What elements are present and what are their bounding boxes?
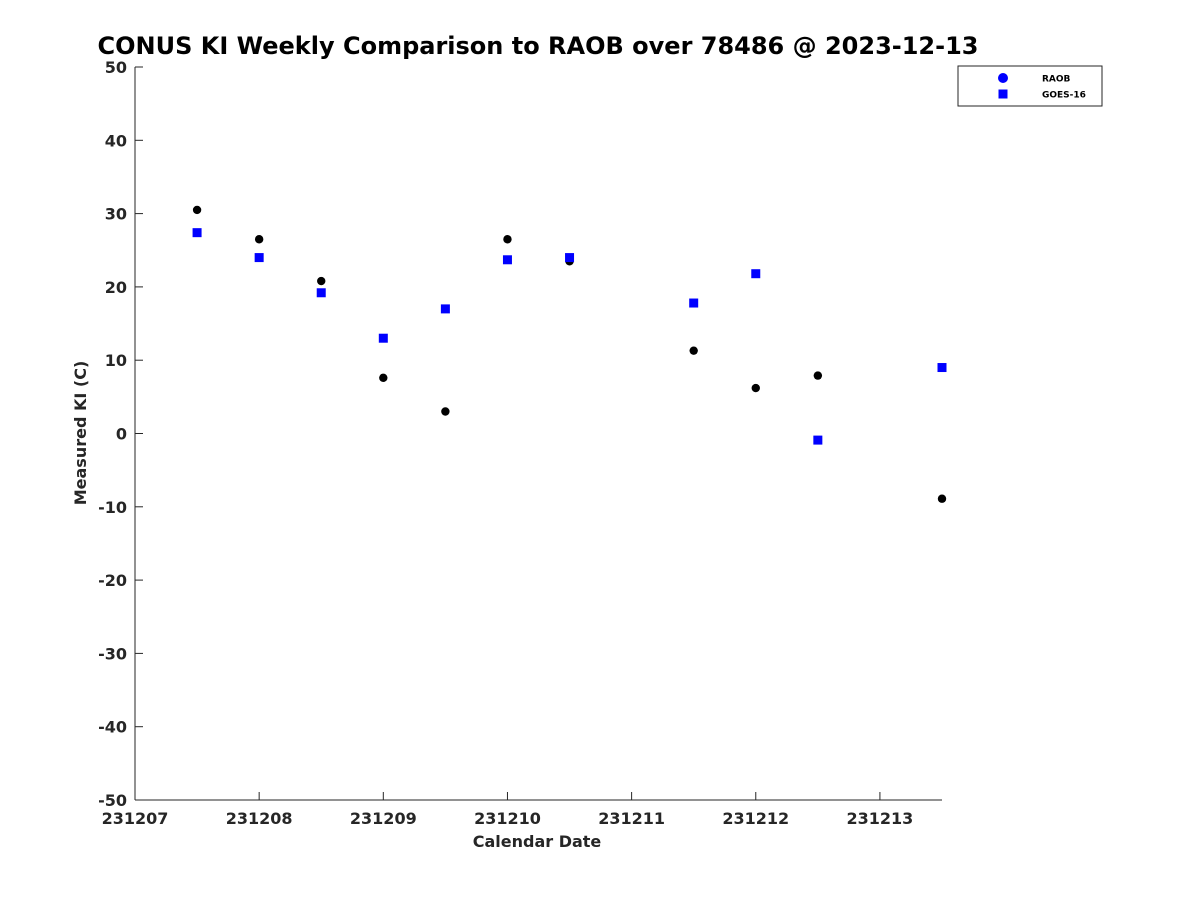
data-points [192,205,947,503]
y-tick-label: 30 [105,205,127,224]
legend-marker-raob [998,73,1008,83]
y-tick-label: -50 [98,791,127,810]
chart-title: CONUS KI Weekly Comparison to RAOB over … [98,32,979,60]
x-tick-label: 231207 [102,809,169,828]
y-tick-label: -20 [98,571,127,590]
x-tick-label: 231208 [226,809,293,828]
goes-16-point [192,228,202,238]
legend: RAOB GOES-16 [957,65,1103,107]
x-tick-label: 231211 [598,809,665,828]
raob-point [503,235,512,244]
raob-point [813,371,823,380]
goes-16-point [937,363,947,373]
legend-label-raob: RAOB [1042,75,1071,85]
y-tick-label: 50 [105,58,127,77]
goes-16-point [502,255,512,265]
axes [134,67,942,801]
y-tick-label: -30 [98,644,127,663]
legend-marker-goes-16 [998,89,1008,99]
raob-point [254,235,264,244]
legend-label-goes-16: GOES-16 [1042,91,1086,101]
raob-point [379,373,388,382]
raob-point [689,346,698,355]
raob-point [441,407,450,416]
goes-16-point [254,253,264,263]
x-tick-label: 231212 [722,809,789,828]
raob-point [317,276,326,286]
y-ticks: -50 -40 -30 -20 -10 0 10 20 30 40 50 [98,58,143,810]
y-tick-label: -10 [98,498,127,517]
x-tick-label: 231210 [474,809,541,828]
goes-16-point [378,333,388,343]
x-tick-label: 231213 [847,809,914,828]
x-axis-label: Calendar Date [473,832,602,851]
y-tick-label: 40 [105,131,127,150]
raob-point [937,494,947,503]
goes-16-point [751,269,761,279]
y-tick-label: -40 [98,718,127,737]
legend-box [957,65,1103,107]
x-tick-label: 231209 [350,809,417,828]
goes-16-point [565,253,575,263]
y-tick-label: 20 [105,278,127,297]
x-ticks: 231207 231208 231209 231210 231211 231212 2312… [102,792,914,828]
raob-point [192,205,202,215]
y-tick-label: 10 [105,351,127,370]
y-axis-label: Measured KI (C) [71,361,90,506]
raob-point [751,383,760,393]
goes-16-point [440,304,450,314]
goes-16-point [316,288,326,298]
goes-16-point [689,298,699,308]
goes-16-point [813,435,823,445]
y-tick-label: 0 [116,425,127,444]
